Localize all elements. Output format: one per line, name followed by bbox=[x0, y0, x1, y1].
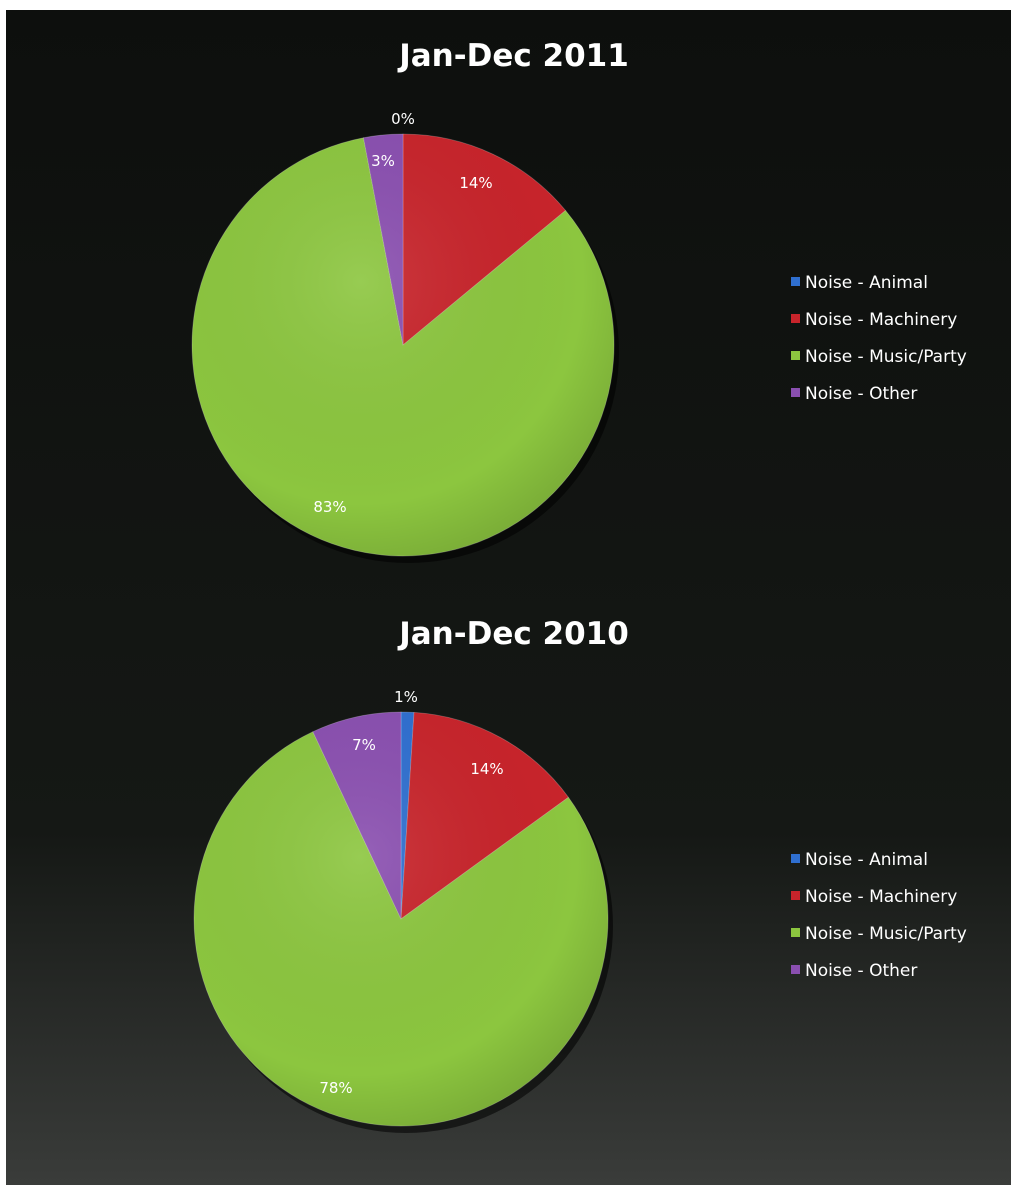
data-label-noise-animal: 1% bbox=[394, 688, 418, 706]
legend-swatch-noise-other bbox=[791, 388, 800, 397]
legend-label-noise-music-party: Noise - Music/Party bbox=[805, 924, 967, 944]
data-label-noise-machinery: 14% bbox=[470, 760, 503, 778]
data-label-noise-other: 3% bbox=[371, 152, 395, 170]
data-label-noise-other: 7% bbox=[352, 736, 376, 754]
data-label-noise-animal: 0% bbox=[391, 110, 415, 128]
legend-label-noise-music-party: Noise - Music/Party bbox=[805, 347, 967, 367]
data-label-noise-music-party: 83% bbox=[313, 498, 346, 516]
legend: Noise - Animal Noise - Machinery Noise - M… bbox=[791, 273, 967, 404]
legend-label-noise-machinery: Noise - Machinery bbox=[805, 310, 957, 330]
legend-label-noise-machinery: Noise - Machinery bbox=[805, 887, 957, 907]
chart-title: Jan-Dec 2010 bbox=[397, 616, 629, 652]
legend-swatch-noise-machinery bbox=[791, 314, 800, 323]
legend-label-noise-animal: Noise - Animal bbox=[805, 850, 928, 870]
legend: Noise - Animal Noise - Machinery Noise - M… bbox=[791, 850, 967, 981]
legend-swatch-noise-machinery bbox=[791, 891, 800, 900]
legend-swatch-noise-music-party bbox=[791, 351, 800, 360]
legend-swatch-noise-animal bbox=[791, 277, 800, 286]
legend-label-noise-animal: Noise - Animal bbox=[805, 273, 928, 293]
legend-label-noise-other: Noise - Other bbox=[805, 961, 917, 981]
legend-swatch-noise-music-party bbox=[791, 928, 800, 937]
chart-title: Jan-Dec 2011 bbox=[397, 38, 629, 74]
legend-swatch-noise-animal bbox=[791, 854, 800, 863]
pie-shading bbox=[194, 712, 608, 1126]
data-label-noise-machinery: 14% bbox=[459, 174, 492, 192]
data-label-noise-music-party: 78% bbox=[319, 1079, 352, 1097]
pie-shading bbox=[192, 134, 614, 556]
legend-swatch-noise-other bbox=[791, 965, 800, 974]
legend-label-noise-other: Noise - Other bbox=[805, 384, 917, 404]
